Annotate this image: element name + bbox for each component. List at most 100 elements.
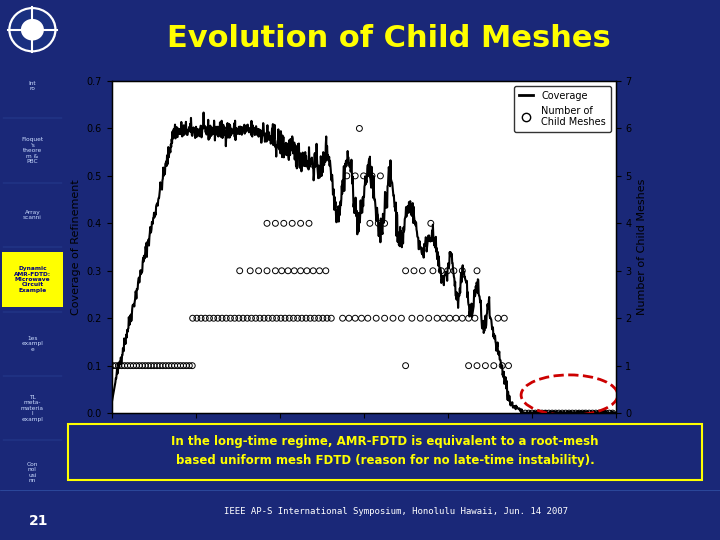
Point bbox=[175, 361, 186, 370]
Point bbox=[471, 266, 482, 275]
Point bbox=[321, 314, 333, 322]
Point bbox=[587, 409, 598, 417]
FancyBboxPatch shape bbox=[68, 424, 703, 480]
Point bbox=[178, 361, 189, 370]
Point bbox=[229, 314, 240, 322]
Point bbox=[313, 314, 325, 322]
Point bbox=[134, 361, 145, 370]
Text: Int
ro: Int ro bbox=[29, 81, 36, 91]
Point bbox=[520, 409, 531, 417]
Point bbox=[292, 314, 303, 322]
Point bbox=[276, 266, 287, 275]
Point bbox=[450, 314, 462, 322]
Text: Array
scanni: Array scanni bbox=[23, 210, 42, 220]
Point bbox=[379, 219, 390, 228]
Circle shape bbox=[11, 9, 54, 50]
Point bbox=[275, 314, 287, 322]
Point bbox=[540, 409, 552, 417]
Bar bbox=[2, 252, 63, 307]
Point bbox=[186, 361, 198, 370]
Point bbox=[358, 172, 369, 180]
Point bbox=[303, 219, 315, 228]
Point bbox=[295, 219, 307, 228]
Circle shape bbox=[21, 19, 44, 40]
Text: IEEE AP-S International Symposium, Honolulu Hawaii, Jun. 14 2007: IEEE AP-S International Symposium, Honol… bbox=[224, 508, 568, 516]
Point bbox=[301, 266, 312, 275]
Point bbox=[526, 409, 538, 417]
Point bbox=[543, 409, 554, 417]
Point bbox=[258, 314, 270, 322]
Point bbox=[163, 361, 174, 370]
Point bbox=[116, 361, 127, 370]
Point bbox=[288, 314, 300, 322]
Point bbox=[415, 314, 426, 322]
Point bbox=[212, 314, 224, 322]
Point bbox=[199, 314, 211, 322]
Point bbox=[379, 314, 390, 322]
Point bbox=[444, 314, 456, 322]
Point bbox=[425, 219, 436, 228]
Point bbox=[160, 361, 171, 370]
Point bbox=[122, 361, 133, 370]
Point bbox=[238, 314, 249, 322]
Point bbox=[269, 219, 281, 228]
Point bbox=[593, 409, 605, 417]
Point bbox=[181, 361, 192, 370]
Point bbox=[573, 409, 585, 417]
Point bbox=[456, 266, 468, 275]
Text: Evolution of Child Meshes: Evolution of Child Meshes bbox=[167, 24, 611, 53]
Point bbox=[463, 314, 474, 322]
Point bbox=[254, 314, 266, 322]
Point bbox=[187, 314, 199, 322]
Point bbox=[577, 409, 588, 417]
Point bbox=[427, 266, 438, 275]
Point bbox=[343, 314, 355, 322]
Point bbox=[560, 409, 572, 417]
Point bbox=[127, 361, 139, 370]
Point bbox=[533, 409, 544, 417]
Point bbox=[488, 361, 500, 370]
Point bbox=[349, 172, 361, 180]
Y-axis label: Coverage of Refinement: Coverage of Refinement bbox=[71, 179, 81, 315]
Point bbox=[320, 266, 331, 275]
Point bbox=[580, 409, 592, 417]
Point bbox=[456, 314, 468, 322]
Point bbox=[603, 409, 615, 417]
Point bbox=[295, 266, 307, 275]
Point bbox=[208, 314, 220, 322]
Point bbox=[195, 314, 207, 322]
Point bbox=[157, 361, 168, 370]
Text: Con
nol
usi
nn: Con nol usi nn bbox=[27, 462, 38, 483]
Point bbox=[553, 409, 564, 417]
Point bbox=[356, 314, 367, 322]
Text: Floquet
's
theore
m &
PBC: Floquet 's theore m & PBC bbox=[22, 137, 43, 164]
Point bbox=[546, 409, 558, 417]
Point bbox=[536, 409, 548, 417]
Point bbox=[364, 219, 376, 228]
Point bbox=[287, 219, 298, 228]
Point bbox=[563, 409, 575, 417]
Point bbox=[408, 266, 420, 275]
Point bbox=[191, 314, 202, 322]
Point bbox=[261, 266, 273, 275]
Point bbox=[480, 361, 491, 370]
Point bbox=[309, 314, 320, 322]
Point bbox=[372, 219, 384, 228]
Point bbox=[204, 314, 215, 322]
Point bbox=[307, 266, 319, 275]
Point bbox=[107, 361, 119, 370]
Point bbox=[172, 361, 184, 370]
Point bbox=[305, 314, 316, 322]
Point bbox=[125, 361, 136, 370]
Point bbox=[233, 314, 245, 322]
Point bbox=[497, 361, 508, 370]
Point bbox=[284, 314, 295, 322]
Point bbox=[354, 124, 365, 133]
Point bbox=[371, 314, 382, 322]
Point bbox=[220, 314, 232, 322]
Point bbox=[317, 314, 328, 322]
Point bbox=[341, 172, 353, 180]
Point bbox=[314, 266, 325, 275]
Legend: Coverage, Number of
Child Meshes: Coverage, Number of Child Meshes bbox=[514, 86, 611, 132]
Point bbox=[282, 266, 294, 275]
